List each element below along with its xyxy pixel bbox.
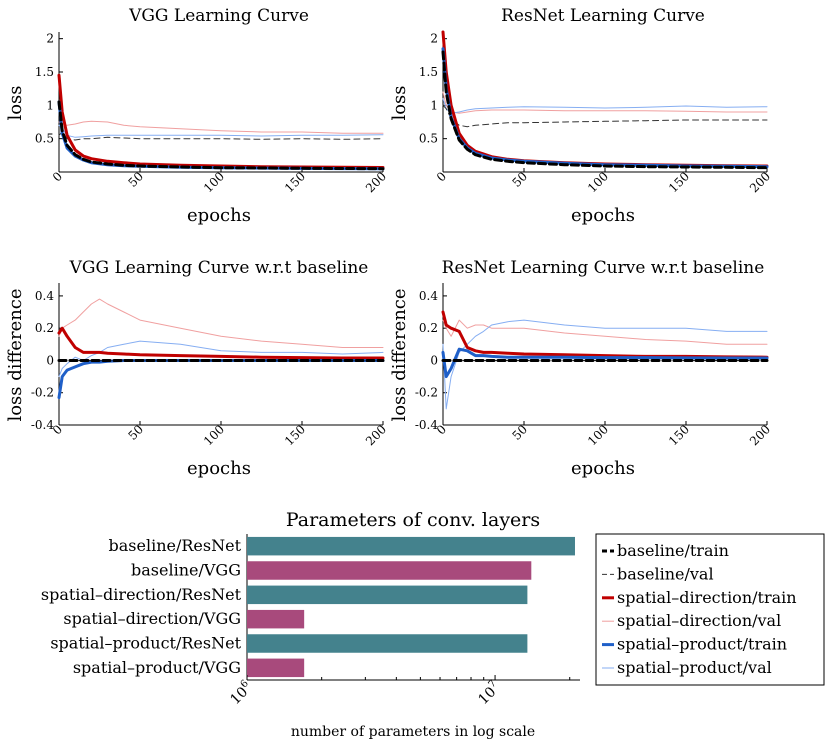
series-line-spatial-direction-train [441,310,769,359]
bar-plot-area: baseline/ResNet baseline/VGG spatial–direc… [41,534,580,708]
x-tick-label: 100 [201,169,227,195]
legend-label: baseline/val [617,564,714,583]
y-tick-label: 1.5 [35,65,54,79]
series-line-spatial-direction-val [442,319,768,345]
x-axis-label: epochs [571,458,635,479]
series-line-spatial-product-val [58,124,384,138]
legend: baseline/train baseline/val spatial–direct… [595,533,825,686]
series-line-spatial-product-train [57,359,385,400]
bar-x-tick-label: 107 [474,678,504,708]
x-tick-label: 100 [585,422,611,448]
x-tick-label: 200 [363,169,389,195]
legend-label: spatial–product/val [617,658,772,677]
bar-spatial-product-vgg [247,658,305,678]
y-tick-label: -0.4 [415,418,439,432]
x-tick-label: 200 [363,422,389,448]
x-tick-label: 150 [282,422,308,448]
x-tick-label: 200 [747,422,773,448]
series-line-spatial-direction-train [57,73,385,169]
y-tick-label: 0.2 [419,321,438,335]
x-tick-label: 100 [201,422,227,448]
bar-baseline-vgg [247,561,532,580]
x-tick-label: 150 [282,169,308,195]
vgg-diff-panel: VGG Learning Curve w.r.t baseline epochs… [5,258,389,479]
y-tick-label: 0.4 [35,289,54,303]
y-tick-label: -0.2 [415,386,438,400]
bar-category-label: spatial–direction/VGG [63,609,241,628]
legend-label: spatial–direction/val [617,611,781,630]
bar-baseline-resnet [247,536,575,556]
series-line-spatial-direction-val [58,120,384,134]
series-line-spatial-direction-val [58,298,384,348]
y-tick-label: -0.2 [31,386,54,400]
bar-x-axis-label: number of parameters in log scale [291,724,535,740]
plot-area: 0.511.520 50 100 150 200 [35,32,389,196]
legend-label: baseline/train [617,541,729,560]
vgg-learning-curve-panel: VGG Learning Curve epochs loss 0.5 1 1.5 20… [5,6,389,226]
parameters-bar-chart: Parameters of conv. layers baseline/ResN… [41,509,580,740]
panel-title: ResNet Learning Curve w.r.t baseline [442,258,765,278]
y-tick-label: 0 [46,353,54,367]
bar-category-label: spatial–direction/ResNet [41,585,242,604]
legend-label: spatial–direction/train [617,588,797,607]
series-line-baseline-val [442,104,768,128]
x-axis-label: epochs [571,205,635,226]
bar-chart-title: Parameters of conv. layers [286,509,540,531]
y-axis-label: loss [5,85,26,120]
series-line-spatial-product-train [441,347,769,379]
y-tick-label: 0.5 [35,132,54,146]
plot-area: -0.4-0.200.20.40 50 100 150 200 [31,283,389,448]
panel-title: VGG Learning Curve [128,6,309,26]
plot-area: -0.4-0.200.20.40 50 100 150 200 [415,283,773,448]
bar-spatial-product-resnet [247,634,528,653]
x-tick-label: 150 [666,169,692,195]
bar-category-label: baseline/VGG [131,561,241,580]
resnet-diff-panel: ResNet Learning Curve w.r.t baseline epo… [389,258,773,479]
y-tick-label: 0.2 [35,321,54,335]
y-axis-label: loss difference [389,288,410,421]
x-axis-label: epochs [187,205,251,226]
y-axis-label: loss [389,85,410,120]
bar-category-label: spatial–product/ResNet [50,634,241,653]
plot-area: 0.511.520 50 100 150 200 [419,30,773,195]
legend-entries: baseline/train baseline/val spatial–direct… [602,541,797,677]
bar-spatial-direction-resnet [247,585,528,605]
panel-title: VGG Learning Curve w.r.t baseline [69,258,369,278]
y-tick-label: 0 [430,353,438,367]
bar-x-tick-label: 106 [226,678,256,708]
y-tick-label: -0.4 [31,418,55,432]
x-tick-label: 150 [666,422,692,448]
bar-spatial-direction-vgg [247,609,305,629]
y-tick-label: 1 [46,98,54,112]
bar-category-label: spatial–product/VGG [73,658,241,677]
series-line-spatial-direction-train [57,326,385,360]
series-line-spatial-direction-val [442,91,768,114]
y-tick-label: 2 [430,32,438,46]
y-tick-label: 2 [46,32,54,46]
series-line-spatial-direction-train [441,30,769,168]
series-line-baseline-train [441,50,769,170]
x-axis-label: epochs [187,458,251,479]
y-tick-label: 0.5 [419,132,438,146]
y-axis-label: loss difference [5,288,26,421]
series-line-baseline-train [57,100,385,171]
x-tick-label: 200 [747,169,773,195]
legend-box [595,533,825,686]
x-tick-label: 100 [585,169,611,195]
resnet-learning-curve-panel: ResNet Learning Curve epochs loss 0.5 1 1.… [389,6,773,226]
series-line-spatial-product-val [442,319,768,410]
legend-label: spatial–product/train [617,635,787,654]
y-tick-label: 1.5 [419,65,438,79]
y-tick-label: 1 [430,98,438,112]
panel-title: ResNet Learning Curve [501,6,705,26]
bar-category-label: baseline/ResNet [109,536,242,555]
y-tick-label: 0.4 [419,289,438,303]
